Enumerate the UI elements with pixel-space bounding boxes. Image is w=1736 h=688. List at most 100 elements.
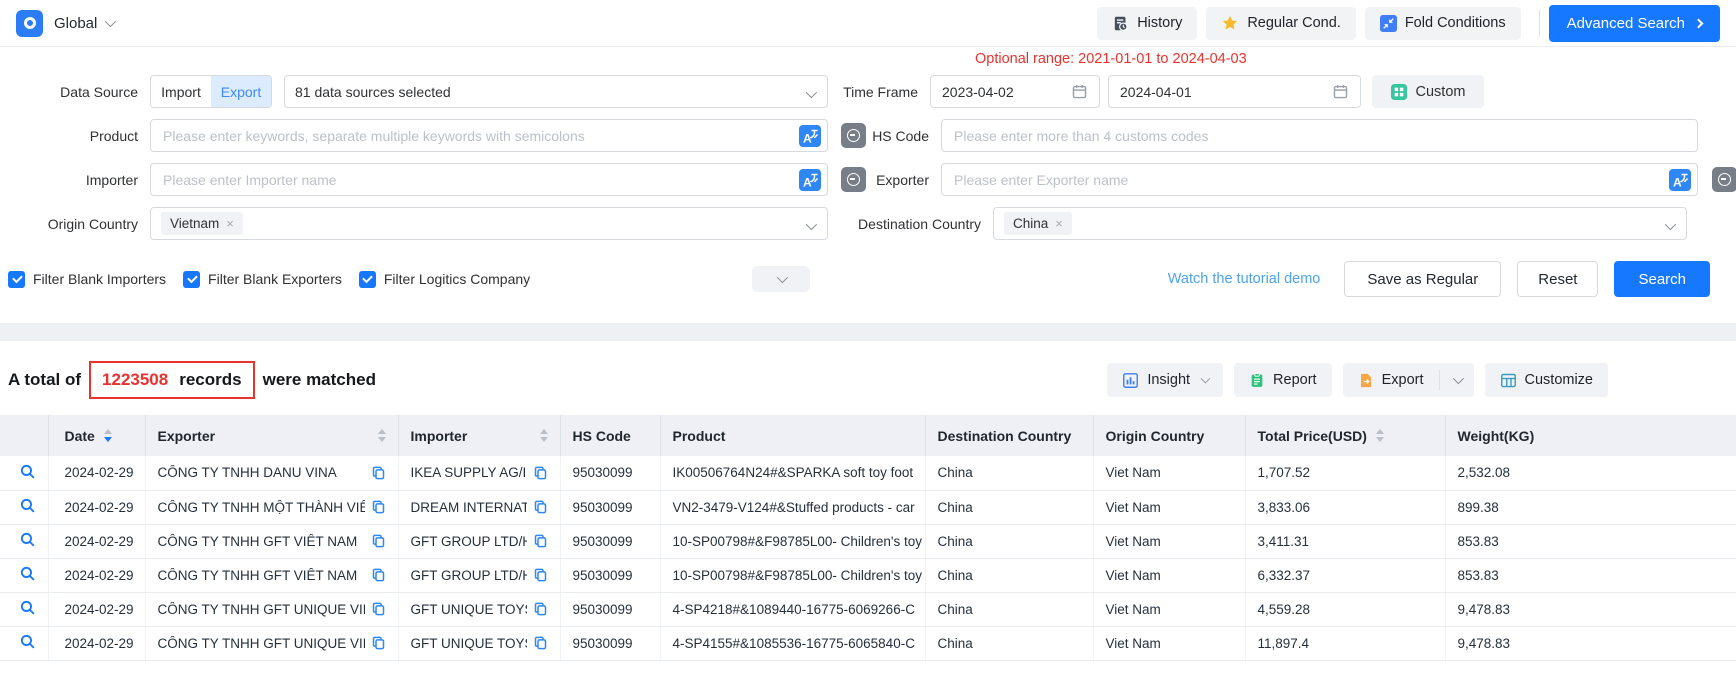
translate-icon[interactable]: A — [799, 124, 821, 147]
customize-button[interactable]: Customize — [1484, 363, 1608, 397]
tag-remove-icon[interactable]: × — [226, 216, 234, 231]
sort-asc-icon[interactable] — [1375, 429, 1384, 435]
sort-asc-icon[interactable] — [539, 429, 548, 435]
tutorial-demo-link[interactable]: Watch the tutorial demo — [1167, 271, 1321, 287]
header-total-price[interactable]: Total Price(USD) — [1244, 415, 1445, 456]
cell-destination-country: China — [937, 465, 973, 481]
row-product-hscode: Product A HS Code — [0, 119, 1736, 152]
header-destination-country: Destination Country — [924, 415, 1093, 456]
export-toggle-option[interactable]: Export — [211, 76, 271, 107]
chevron-down-icon — [805, 86, 818, 99]
importer-input[interactable] — [150, 163, 828, 196]
copy-icon[interactable] — [371, 465, 386, 481]
cell-origin-country: Viet Nam — [1105, 601, 1161, 617]
row-detail-search-icon[interactable] — [19, 497, 36, 514]
sort-desc-icon[interactable] — [1375, 436, 1384, 442]
region-selector-label[interactable]: Global — [54, 14, 98, 32]
filter-logitics-company-checkbox[interactable]: Filter Logitics Company — [358, 270, 530, 288]
product-input[interactable] — [150, 119, 828, 152]
origin-country-select[interactable]: Vietnam × — [150, 207, 828, 240]
cell-weight: 899.38 — [1457, 499, 1499, 515]
export-dropdown-button[interactable] — [1440, 363, 1474, 397]
insight-button[interactable]: Insight — [1107, 363, 1224, 397]
copy-icon[interactable] — [371, 601, 386, 617]
sort-control[interactable] — [377, 429, 386, 442]
sort-desc-icon[interactable] — [377, 436, 386, 442]
cell-product: VN2-3479-V124#&Stuffed products - car — [672, 499, 915, 515]
copy-icon[interactable] — [533, 533, 548, 549]
table-header-row: Date Exporter Importer HS Code Product D… — [0, 415, 1736, 456]
row-detail-search-icon[interactable] — [19, 565, 36, 582]
header-importer[interactable]: Importer — [397, 415, 560, 456]
cell-date: 2024-02-29 — [64, 601, 134, 617]
cell-product: 4-SP4218#&1089440-16775-6069266-C — [672, 601, 915, 617]
translate-icon[interactable]: A — [1669, 168, 1691, 191]
row-data-source-timeframe: Data Source Import Export 81 data source… — [0, 75, 1736, 108]
sort-asc-icon[interactable] — [377, 429, 386, 435]
time-frame-end-input[interactable]: 2024-04-01 — [1108, 75, 1361, 108]
custom-timeframe-button[interactable]: Custom — [1372, 75, 1484, 108]
translate-icon[interactable]: A — [799, 168, 821, 191]
filter-blank-importers-checkbox[interactable]: Filter Blank Importers — [8, 270, 166, 288]
search-button[interactable]: Search — [1614, 261, 1710, 297]
customize-button-label: Customize — [1524, 372, 1594, 388]
copy-icon[interactable] — [371, 567, 386, 583]
history-button-label: History — [1137, 15, 1183, 31]
checkbox-checked-icon — [183, 270, 201, 288]
copy-icon[interactable] — [533, 499, 548, 515]
cell-date: 2024-02-29 — [64, 499, 134, 515]
copy-icon[interactable] — [371, 499, 386, 515]
results-header: A total of 1223508 records were matched … — [0, 341, 1736, 415]
import-toggle-option[interactable]: Import — [151, 76, 211, 107]
sort-asc-icon[interactable] — [103, 429, 112, 435]
row-countries: Origin Country Vietnam × Destination Coun… — [0, 207, 1736, 240]
custom-button-label: Custom — [1415, 83, 1466, 100]
hs-code-input[interactable] — [941, 119, 1698, 152]
export-button[interactable]: Export — [1342, 363, 1439, 397]
fuzzy-match-toggle-icon[interactable] — [1712, 167, 1736, 192]
sort-control[interactable] — [1375, 429, 1384, 442]
cell-hs-code: 95030099 — [572, 601, 633, 617]
origin-country-tag: Vietnam × — [161, 212, 243, 235]
copy-icon[interactable] — [533, 465, 548, 481]
collapse-conditions-button[interactable] — [752, 266, 810, 292]
filter-blank-exporters-checkbox[interactable]: Filter Blank Exporters — [183, 270, 342, 288]
header-date[interactable]: Date — [47, 415, 145, 456]
history-button[interactable]: History — [1097, 6, 1198, 40]
copy-icon[interactable] — [533, 567, 548, 583]
header-exporter[interactable]: Exporter — [144, 415, 398, 456]
sort-control[interactable] — [103, 429, 112, 442]
copy-icon[interactable] — [371, 533, 386, 549]
time-frame-start-input[interactable]: 2023-04-02 — [930, 75, 1100, 108]
advanced-search-button[interactable]: Advanced Search — [1548, 4, 1720, 42]
regular-cond-button[interactable]: Regular Cond. — [1206, 6, 1356, 40]
cell-origin-country: Viet Nam — [1105, 567, 1161, 583]
sort-control[interactable] — [539, 429, 548, 442]
row-detail-search-icon[interactable] — [19, 599, 36, 616]
sort-desc-icon[interactable] — [103, 436, 112, 442]
reset-button[interactable]: Reset — [1517, 261, 1599, 297]
report-button[interactable]: Report — [1234, 363, 1332, 397]
row-detail-search-icon[interactable] — [19, 633, 36, 650]
destination-country-select[interactable]: China × — [993, 207, 1687, 240]
fuzzy-match-toggle-icon[interactable] — [841, 123, 866, 148]
row-detail-search-icon[interactable] — [19, 531, 36, 548]
topbar-divider — [1538, 10, 1540, 36]
cell-date: 2024-02-29 — [64, 465, 134, 481]
filter-panel: Optional range: 2021-01-01 to 2024-04-03… — [0, 47, 1736, 323]
data-sources-select[interactable]: 81 data sources selected — [284, 75, 828, 108]
copy-icon[interactable] — [533, 635, 548, 651]
copy-icon[interactable] — [371, 635, 386, 651]
tag-remove-icon[interactable]: × — [1055, 216, 1063, 231]
sort-desc-icon[interactable] — [539, 436, 548, 442]
insight-button-label: Insight — [1147, 372, 1191, 388]
row-detail-search-icon[interactable] — [19, 463, 36, 480]
copy-icon[interactable] — [533, 601, 548, 617]
fuzzy-match-toggle-icon[interactable] — [841, 167, 866, 192]
exporter-input[interactable] — [941, 163, 1698, 196]
fold-conditions-button[interactable]: Fold Conditions — [1364, 6, 1521, 40]
results-summary-suffix: were matched — [262, 370, 376, 389]
table-row: 2024-02-29 CÔNG TY TNHH GFT VIÊT NAM GFT… — [0, 524, 1736, 559]
save-as-regular-button[interactable]: Save as Regular — [1344, 261, 1502, 297]
region-chevron-down-icon[interactable] — [105, 15, 117, 28]
